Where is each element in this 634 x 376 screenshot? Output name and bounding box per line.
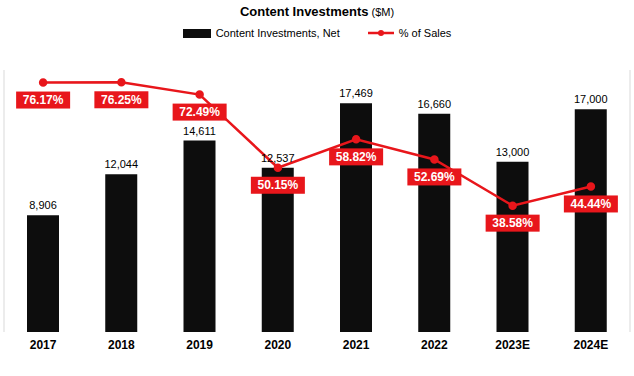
- html-text:Content Investments, Net: Content Investments, Net: [215, 27, 340, 39]
- svg-text:17,469: 17,469: [339, 87, 373, 99]
- svg-text:2017: 2017: [30, 338, 57, 352]
- svg-text:2021: 2021: [343, 338, 370, 352]
- svg-text:72.49%: 72.49%: [179, 105, 220, 119]
- svg-text:2023E: 2023E: [495, 338, 530, 352]
- svg-text:14,611: 14,611: [183, 125, 216, 137]
- svg-text:52.69%: 52.69%: [414, 170, 455, 184]
- html-text:Content Investments($M): Content Investments($M): [239, 4, 395, 19]
- svg-text:58.82%: 58.82%: [336, 150, 377, 164]
- svg-text:2018: 2018: [108, 338, 135, 352]
- svg-text:13,000: 13,000: [496, 146, 530, 158]
- html-text:% of Sales: % of Sales: [398, 27, 452, 39]
- svg-text:44.44%: 44.44%: [571, 197, 612, 211]
- svg-text:38.58%: 38.58%: [492, 216, 533, 230]
- svg-text:8,906: 8,906: [29, 199, 57, 211]
- svg-text:50.15%: 50.15%: [258, 178, 299, 192]
- svg-text:2020: 2020: [265, 338, 292, 352]
- svg-text:12,044: 12,044: [104, 158, 138, 170]
- svg-text:2019: 2019: [186, 338, 213, 352]
- svg-text:76.17%: 76.17%: [23, 93, 64, 107]
- svg-text:2022: 2022: [421, 338, 448, 352]
- svg-text:76.25%: 76.25%: [101, 93, 142, 107]
- svg-text:2024E: 2024E: [574, 338, 609, 352]
- svg-text:17,000: 17,000: [574, 93, 608, 105]
- svg-text:16,660: 16,660: [417, 98, 451, 110]
- svg-text:12,537: 12,537: [261, 152, 295, 164]
